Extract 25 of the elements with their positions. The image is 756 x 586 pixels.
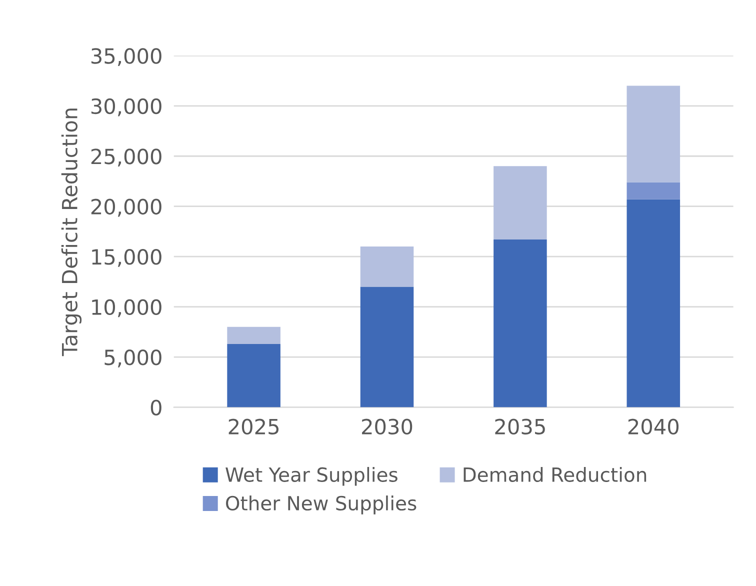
bar — [626, 86, 680, 182]
legend-label: Wet Year Supplies — [226, 466, 398, 486]
y-tick-label: 35,000 — [91, 48, 162, 66]
x-tick-label: 2035 — [495, 418, 545, 435]
y-tick-label: 5,000 — [104, 349, 162, 368]
legend-label: Other New Supplies — [226, 496, 416, 514]
y-tick-label: 30,000 — [91, 98, 162, 116]
bar — [360, 246, 414, 287]
legend-label: Demand Reduction — [464, 466, 646, 482]
x-tick-label: 2025 — [228, 418, 278, 435]
bar — [360, 286, 414, 408]
y-tick-label: 15,000 — [92, 249, 162, 267]
y-tick-label: 25,000 — [91, 148, 162, 166]
bar — [494, 240, 547, 408]
y-tick-label: 10,000 — [92, 299, 162, 318]
bar — [227, 344, 280, 408]
x-tick-label: 2040 — [628, 418, 679, 435]
x-tick-label: 2030 — [362, 418, 412, 435]
bar — [494, 166, 547, 240]
y-tick-label: 0 — [150, 400, 162, 416]
bar — [626, 182, 680, 200]
bar — [227, 326, 280, 344]
y-axis-title: Target Deficit Reduction — [61, 108, 82, 356]
y-tick-label: 20,000 — [91, 198, 162, 217]
bar — [626, 199, 680, 408]
